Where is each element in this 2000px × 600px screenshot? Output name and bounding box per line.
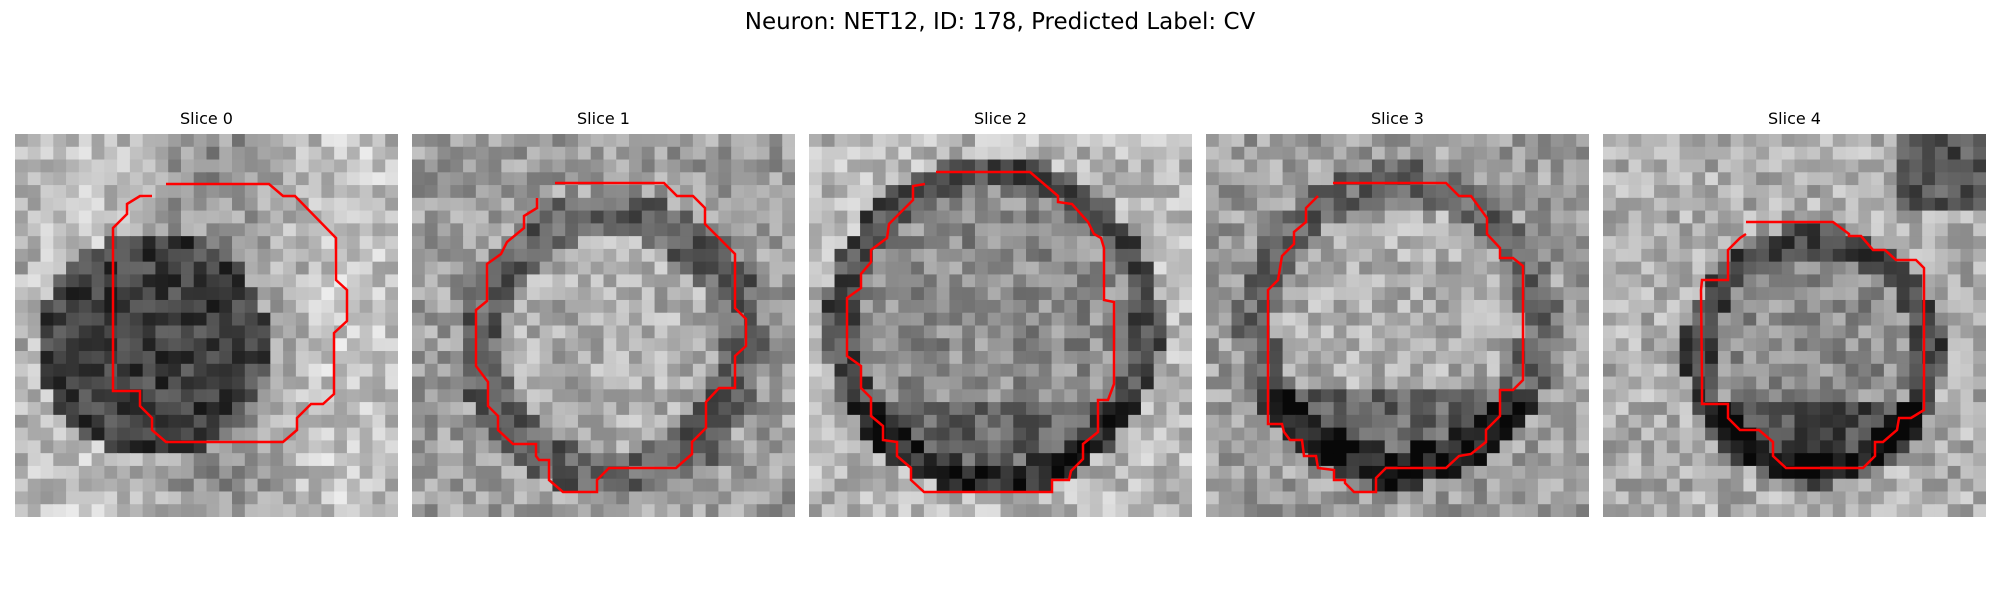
- slice-panel-3: Slice 3: [1206, 108, 1589, 520]
- slice-4-contour: [1699, 220, 1926, 470]
- slice-2-title: Slice 2: [974, 109, 1027, 128]
- slice-4-image: [1603, 134, 1986, 517]
- slice-0-pixels: [15, 134, 398, 517]
- slice-0-image: [15, 134, 398, 517]
- slice-panel-4: Slice 4: [1603, 108, 1986, 520]
- slice-3-pixels: [1206, 134, 1589, 517]
- slice-panel-0: Slice 0: [15, 108, 398, 520]
- slice-4-pixels: [1603, 134, 1986, 517]
- slice-3-title: Slice 3: [1371, 109, 1424, 128]
- slice-0-title: Slice 0: [180, 109, 233, 128]
- figure-title: Neuron: NET12, ID: 178, Predicted Label:…: [744, 9, 1256, 35]
- slice-panel-2: Slice 2: [809, 108, 1192, 520]
- slice-1-image: [412, 134, 795, 517]
- slice-1-contour: [474, 181, 748, 494]
- slice-1-pixels: [412, 134, 795, 517]
- slice-4-title: Slice 4: [1768, 109, 1821, 128]
- slice-2-pixels: [809, 134, 1192, 517]
- slice-1-title: Slice 1: [577, 109, 630, 128]
- slice-3-image: [1206, 134, 1589, 517]
- slice-2-contour: [845, 170, 1116, 494]
- slice-2-image: [809, 134, 1192, 517]
- slice-3-contour: [1266, 181, 1525, 494]
- slice-panel-1: Slice 1: [412, 108, 795, 520]
- slice-0-contour: [111, 182, 349, 444]
